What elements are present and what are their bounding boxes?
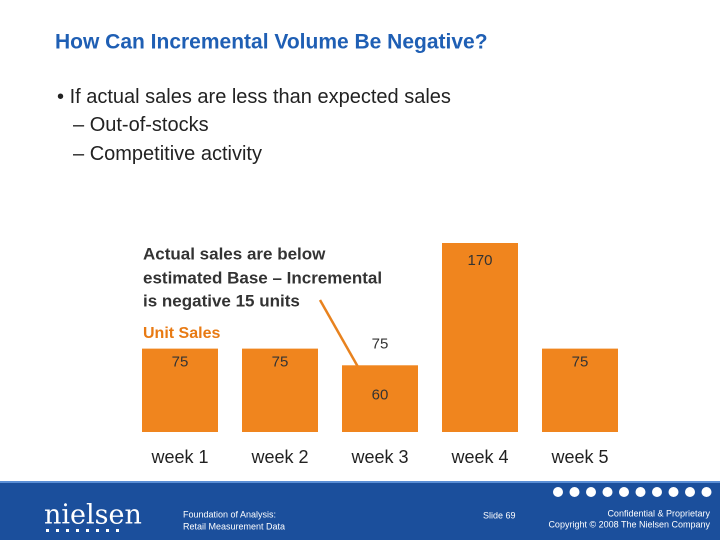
x-tick-label: week 4 <box>450 447 508 467</box>
logo-dot <box>96 529 99 532</box>
annotation-arrow <box>318 299 364 375</box>
bullet-dot: • <box>57 86 70 108</box>
sub-bullet-text: Competitive activity <box>90 143 262 165</box>
x-tick-label: week 5 <box>550 447 608 467</box>
logo-dot <box>56 529 59 532</box>
footer-dot <box>619 487 629 497</box>
footer-subtitle: Retail Measurement Data <box>183 521 285 531</box>
footer-dot <box>652 487 662 497</box>
sub-bullet: – Out-of-stocks <box>73 114 209 136</box>
bar <box>542 348 618 432</box>
x-tick-label: week 2 <box>250 447 308 467</box>
sub-bullet: – Competitive activity <box>73 143 262 165</box>
expected-label: 75 <box>372 336 389 353</box>
annotation-line: Actual sales are below <box>143 244 326 263</box>
logo-dot <box>46 529 49 532</box>
logo-dot <box>66 529 69 532</box>
bullet: • If actual sales are less than expected… <box>57 86 451 108</box>
x-tick-label: week 3 <box>350 447 408 467</box>
footer-dot <box>668 487 679 497</box>
logo-dot <box>106 529 109 532</box>
footer-band <box>0 481 720 540</box>
bar-chart: 75 week 1 75 week 2 60 week 3 75 170 week 4 75 wee… <box>142 243 618 467</box>
footer-dot <box>635 487 646 497</box>
footer-dot <box>586 487 596 497</box>
logo-dot <box>76 529 79 532</box>
bar <box>142 348 218 432</box>
slide-number: Slide 69 <box>483 510 516 520</box>
logo-dot <box>86 529 89 532</box>
footer-dot <box>569 487 580 497</box>
confidential: Confidential & Proprietary <box>607 508 710 518</box>
bar <box>242 348 318 432</box>
annotation-line: is negative 15 units <box>143 291 300 310</box>
annotation-line: estimated Base – Incremental <box>143 268 382 287</box>
footer-dot <box>701 487 712 497</box>
footer-dot <box>685 487 695 497</box>
value-label: 60 <box>372 386 389 403</box>
value-label: 75 <box>272 354 289 371</box>
footer-dot <box>602 487 613 497</box>
bar <box>342 365 418 432</box>
value-label: 170 <box>467 252 492 269</box>
dash: – <box>73 143 90 165</box>
slide-title: How Can Incremental Volume Be Negative? <box>55 31 488 54</box>
value-label: 75 <box>572 354 589 371</box>
copyright: Copyright © 2008 The Nielsen Company <box>548 519 710 529</box>
y-axis-label: Unit Sales <box>143 325 220 342</box>
logo: nielsen <box>44 500 142 531</box>
dash: – <box>73 114 90 136</box>
value-label: 75 <box>172 354 189 371</box>
footer-subtitle: Foundation of Analysis: <box>183 509 276 519</box>
sub-bullet-text: Out-of-stocks <box>90 114 209 136</box>
logo-dot <box>116 529 119 532</box>
footer-dot <box>553 487 563 497</box>
footer-dots <box>46 487 712 532</box>
bar <box>442 243 518 432</box>
bullet-text: If actual sales are less than expected s… <box>70 86 451 108</box>
x-tick-label: week 1 <box>150 447 208 467</box>
